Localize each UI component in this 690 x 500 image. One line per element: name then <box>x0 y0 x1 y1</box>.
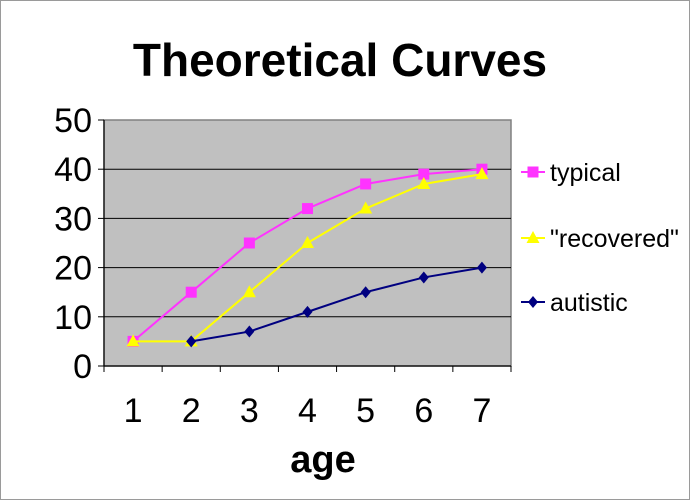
data-point <box>475 167 489 180</box>
series-layer <box>126 163 489 348</box>
data-point <box>244 325 255 338</box>
x-tick-label: 3 <box>240 392 259 430</box>
y-tick-label: 0 <box>73 348 92 386</box>
data-point <box>360 286 371 299</box>
legend-label: autistic <box>550 289 628 317</box>
data-point <box>186 335 197 348</box>
legend-item: typical <box>521 159 621 187</box>
x-tick-label: 1 <box>124 392 143 430</box>
data-point <box>126 334 140 347</box>
legend-item: "recovered" <box>521 225 679 253</box>
data-point <box>476 261 487 274</box>
legend-marker <box>526 231 540 243</box>
legend-label: "recovered" <box>550 225 679 253</box>
x-tick-label: 7 <box>472 392 491 430</box>
x-tick-label: 6 <box>414 392 433 430</box>
y-tick-label: 10 <box>54 299 92 337</box>
x-axis-label: age <box>290 439 355 481</box>
data-point <box>185 286 197 298</box>
x-axis-ticks: 1 2 3 4 5 6 7 <box>103 366 512 430</box>
x-tick-label: 5 <box>356 392 375 430</box>
chart-title: Theoretical Curves <box>133 34 547 86</box>
data-point <box>418 168 430 180</box>
x-tick-label: 2 <box>182 392 201 430</box>
data-point <box>301 236 314 248</box>
x-tick-label: 4 <box>298 392 317 430</box>
data-point <box>417 176 431 189</box>
axes <box>103 120 511 367</box>
data-point <box>242 285 256 298</box>
y-tick-label: 20 <box>54 250 92 288</box>
y-tick-label: 50 <box>54 102 92 140</box>
y-tick-label: 40 <box>54 151 92 189</box>
data-point <box>359 201 373 214</box>
legend-label: typical <box>550 159 621 187</box>
data-point <box>360 178 372 190</box>
data-point <box>243 237 255 249</box>
legend-marker <box>527 166 539 178</box>
data-point <box>418 271 429 284</box>
legend-marker <box>528 296 538 308</box>
y-tick-label: 30 <box>54 200 92 238</box>
data-point <box>302 203 313 215</box>
data-point <box>302 305 313 318</box>
legend: typical "recovered" autistic <box>521 159 679 317</box>
legend-item: autistic <box>521 289 628 317</box>
series-line <box>191 266 483 343</box>
y-axis-ticks: 0 10 20 30 40 50 <box>54 102 104 386</box>
series-diamond <box>186 261 487 348</box>
